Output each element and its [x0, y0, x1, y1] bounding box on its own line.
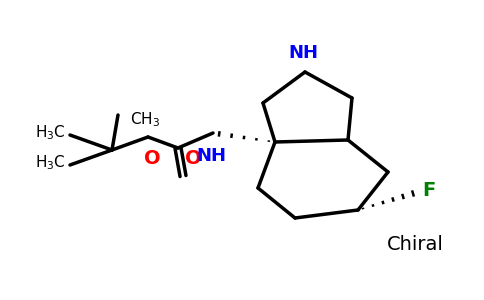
Text: NH: NH: [288, 44, 318, 62]
Text: CH$_3$: CH$_3$: [130, 111, 160, 129]
Text: NH: NH: [196, 147, 226, 165]
Text: H$_3$C: H$_3$C: [35, 154, 66, 172]
Text: Chiral: Chiral: [387, 236, 443, 254]
Text: O: O: [185, 149, 201, 168]
Text: H$_3$C: H$_3$C: [35, 124, 66, 142]
Text: O: O: [144, 149, 160, 168]
Text: F: F: [422, 181, 435, 200]
